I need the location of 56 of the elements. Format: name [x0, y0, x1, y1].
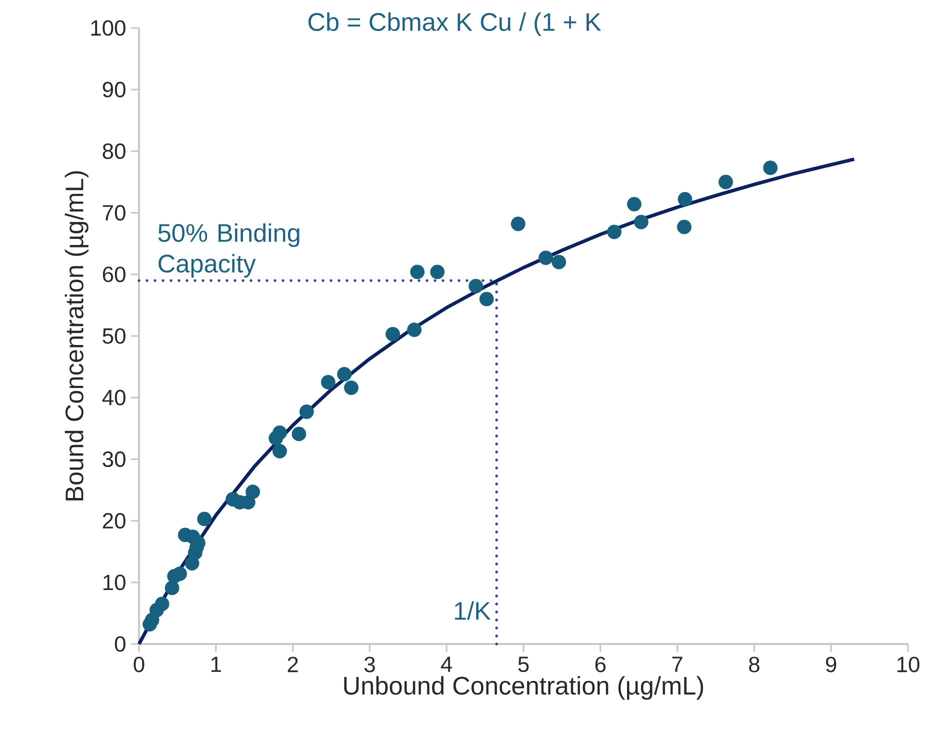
x-tick-label: 5	[518, 656, 529, 672]
point	[479, 292, 494, 306]
y-tick-label: 0	[114, 636, 126, 652]
y-tick-label: 80	[102, 143, 126, 159]
point	[292, 426, 306, 442]
point	[344, 380, 358, 395]
x-tick-label: 4	[440, 656, 452, 672]
point	[272, 444, 287, 458]
y-tick-label: 10	[104, 574, 126, 590]
point	[299, 404, 314, 419]
y-tick-label: 60	[102, 266, 126, 282]
y-tick-label: 30	[102, 451, 126, 467]
point	[607, 224, 622, 240]
x-tick-label: 6	[595, 656, 606, 672]
line-series	[137, 157, 856, 646]
point	[407, 322, 422, 338]
point	[410, 264, 425, 280]
ref-line-label: 1/K	[454, 601, 491, 620]
point	[552, 254, 566, 270]
point	[678, 192, 692, 206]
y-tick-label: 20	[102, 513, 126, 529]
x-tick-label: 9	[826, 656, 836, 672]
point	[718, 174, 733, 190]
point	[386, 326, 400, 342]
x-tick-label: 1	[211, 656, 221, 672]
x-tick-label: 3	[364, 656, 375, 672]
y-tick-label: 50	[102, 328, 126, 344]
point	[272, 426, 287, 440]
y-axis-title: Bound Concentration (µg/mL)	[64, 171, 88, 500]
x-axis-title: Unbound Concentration (µg/mL)	[344, 676, 704, 700]
y-tick-label: 70	[102, 205, 126, 221]
point	[763, 160, 778, 176]
point	[468, 278, 484, 294]
point	[197, 512, 212, 526]
x-tick-label: 0	[134, 656, 144, 672]
point	[430, 264, 445, 280]
y-tick-label: 90	[102, 82, 126, 98]
point	[677, 220, 692, 234]
point	[538, 250, 554, 265]
y-tick-label: 40	[102, 390, 126, 406]
ref-line-label: 50% Binding Capacity	[158, 223, 300, 278]
y-tick-label: 100	[91, 20, 126, 36]
point	[320, 374, 336, 390]
point	[510, 216, 526, 232]
x-tick-label: 8	[749, 656, 760, 672]
point	[154, 596, 170, 612]
x-tick-label: 7	[672, 656, 682, 672]
point	[634, 214, 648, 230]
point	[172, 566, 187, 581]
chart-title: Cb = Cbmax K Cu / (1 + K	[308, 12, 602, 36]
x-tick-label: 2	[288, 656, 298, 672]
x-tick-label: 10	[897, 656, 920, 672]
point	[246, 484, 260, 500]
point	[164, 580, 180, 596]
point	[627, 196, 642, 212]
point	[337, 366, 352, 382]
